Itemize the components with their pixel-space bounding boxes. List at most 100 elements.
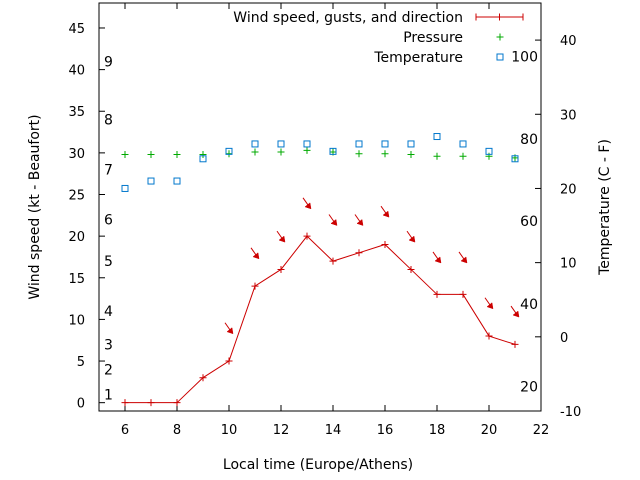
pressure-point — [459, 152, 467, 160]
x-tick-label: 6 — [121, 423, 129, 438]
beaufort-label: 9 — [104, 54, 113, 70]
x-tick-label: 10 — [221, 423, 238, 438]
beaufort-label: 5 — [104, 254, 113, 270]
wind-point — [173, 399, 181, 407]
temperature-point — [511, 155, 519, 163]
wind-direction-arrow — [276, 230, 286, 243]
wind-point — [355, 249, 363, 257]
wind-direction-arrow — [302, 197, 312, 210]
wind-point — [433, 290, 441, 298]
fahrenheit-label: 80 — [520, 132, 538, 148]
legend-sample-wind-marks — [475, 13, 524, 21]
y-left-tick-label: 25 — [68, 189, 85, 204]
wind-point — [251, 282, 259, 290]
beaufort-scale: 1 2 3 4 5 6 7 8 9 — [104, 54, 113, 403]
x-tick-label: 22 — [533, 423, 550, 438]
fahrenheit-label: 60 — [520, 214, 538, 230]
wind-point — [199, 374, 207, 382]
y-right-tick-label: 10 — [560, 257, 577, 272]
temperature-point — [485, 147, 493, 155]
y-right-tick-label: 30 — [560, 108, 577, 123]
wind-direction-arrow — [224, 322, 234, 335]
temperature-point — [355, 140, 363, 148]
y-axis-left: 0 5 10 15 20 25 30 35 40 45 — [68, 22, 105, 412]
temperature-point — [329, 147, 337, 155]
temperature-point — [407, 140, 415, 148]
y-right-tick-label: 0 — [560, 331, 568, 346]
wind-direction-arrows — [224, 197, 520, 335]
pressure-point — [225, 150, 233, 158]
y-left-tick-label: 35 — [68, 105, 85, 120]
legend-label-pressure: Pressure — [403, 30, 463, 46]
x-tick-label: 18 — [429, 423, 446, 438]
wind-direction-arrow — [458, 251, 468, 264]
y-axis-right: -10 0 10 20 30 40 — [535, 34, 581, 420]
y-right-tick-label: 40 — [560, 34, 577, 49]
pressure-point — [433, 152, 441, 160]
temperature-point — [251, 140, 259, 148]
pressure-point — [277, 148, 285, 156]
y-left-tick-label: 5 — [77, 355, 85, 370]
beaufort-label: 4 — [104, 304, 113, 320]
wind-point — [485, 332, 493, 340]
fahrenheit-label: 20 — [520, 380, 538, 396]
y-left-tick-label: 10 — [68, 313, 85, 328]
pressure-point — [121, 151, 129, 159]
y-right-tick-label: 20 — [560, 182, 577, 197]
temperature-point — [121, 184, 129, 192]
pressure-point — [381, 150, 389, 158]
fahrenheit-label: 100 — [511, 49, 538, 65]
legend-label-wind: Wind speed, gusts, and direction — [233, 10, 463, 26]
beaufort-label: 1 — [104, 387, 113, 403]
x-tick-label: 16 — [377, 423, 394, 438]
wind-point — [329, 257, 337, 265]
pressure-point — [355, 150, 363, 158]
wind-direction-arrow — [432, 251, 442, 264]
wind-point — [303, 232, 311, 240]
fahrenheit-label: 40 — [520, 297, 538, 313]
x-axis-title: Local time (Europe/Athens) — [223, 457, 413, 473]
legend-sample-pressure — [496, 33, 504, 41]
temperature-point — [225, 147, 233, 155]
temperature-point — [277, 140, 285, 148]
temperature-point — [381, 140, 389, 148]
wind-direction-arrow — [328, 214, 338, 226]
wind-point — [277, 265, 285, 273]
wind-point — [225, 357, 233, 365]
wind-direction-arrow — [354, 214, 364, 226]
y-left-tick-label: 0 — [77, 397, 85, 412]
temperature-point — [459, 140, 467, 148]
temperature-point — [147, 177, 155, 185]
wind-direction-arrow — [406, 230, 416, 243]
pressure-point — [407, 151, 415, 159]
wind-direction-arrow — [250, 247, 260, 260]
wind-point — [381, 240, 389, 248]
wind-direction-arrow — [510, 305, 520, 318]
x-axis: 6 8 10 12 14 16 18 20 22 — [121, 3, 549, 438]
temperature-point — [173, 177, 181, 185]
wind-point — [459, 290, 467, 298]
beaufort-label: 7 — [104, 163, 113, 179]
y-axis-left-title: Wind speed (kt - Beaufort) — [27, 114, 43, 299]
pressure-point — [173, 151, 181, 159]
plot-frame — [98, 2, 542, 412]
pressure-point — [251, 148, 259, 156]
beaufort-label: 2 — [104, 362, 113, 378]
x-tick-label: 20 — [481, 423, 498, 438]
wind-point — [121, 399, 129, 407]
x-tick-label: 8 — [173, 423, 181, 438]
x-tick-label: 14 — [325, 423, 342, 438]
wind-point — [407, 265, 415, 273]
y-left-tick-label: 30 — [68, 147, 85, 162]
beaufort-label: 8 — [104, 113, 113, 129]
wind-direction-arrow — [484, 297, 494, 310]
legend-samples — [475, 13, 524, 61]
series-layer — [121, 133, 519, 407]
fahrenheit-scale: 20 40 60 80 100 — [511, 49, 538, 395]
y-axis-right-title: Temperature (C - F) — [597, 139, 613, 276]
pressure-point — [303, 146, 311, 154]
wind-direction-arrow — [380, 205, 390, 218]
wind-point — [511, 340, 519, 348]
beaufort-label: 3 — [104, 337, 113, 353]
